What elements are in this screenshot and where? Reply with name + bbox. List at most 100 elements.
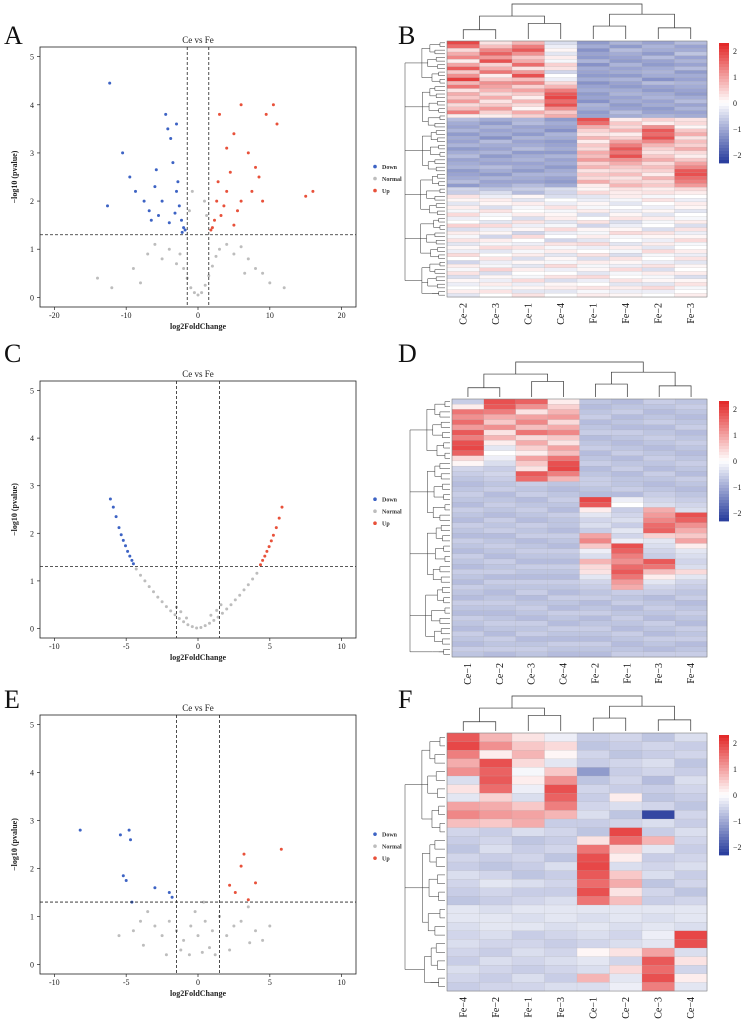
heatmap-cell (675, 491, 708, 498)
colorbar-segment (719, 70, 729, 74)
point-normal (146, 252, 150, 256)
colorbar-segment (719, 852, 729, 856)
colorbar-segment (719, 64, 729, 68)
point-up (239, 103, 243, 107)
heatmap-cell (511, 179, 545, 185)
point-normal (187, 209, 191, 213)
heatmap-cell (446, 110, 480, 115)
heatmap-cell (544, 274, 578, 280)
heatmap-cell (483, 398, 517, 405)
heatmap-cell (544, 223, 578, 228)
colorbar-segment (719, 759, 729, 763)
heatmap-cell (446, 212, 480, 217)
heatmap-cell (643, 435, 676, 441)
point-normal (190, 625, 194, 629)
heatmap-cell (643, 476, 676, 482)
heatmap-cell (641, 179, 675, 185)
heatmap-cell (674, 758, 708, 768)
heatmap-cell (641, 853, 675, 863)
heatmap-cell (579, 558, 612, 565)
colorbar-segment (719, 464, 729, 468)
heatmap-cell (674, 55, 708, 60)
heatmap-cell (579, 476, 612, 482)
point-up (225, 189, 229, 193)
heatmap-cell (609, 234, 643, 239)
heatmap-cell (576, 904, 610, 914)
heatmap-cell (609, 861, 643, 871)
point-normal (261, 938, 265, 942)
legend-label-up: Up (382, 857, 390, 863)
heatmap-cell (511, 930, 545, 940)
heatmap-cell (446, 84, 480, 89)
heatmap-cell (611, 553, 644, 560)
heatmap-cell (451, 548, 485, 555)
y-axis-label: −log10 (pvalue) (10, 818, 19, 871)
heatmap-cell (641, 190, 675, 196)
heatmap-cell (547, 641, 580, 648)
heatmap-cell (609, 103, 643, 108)
heatmap-cell (547, 404, 580, 410)
heatmap-cell (483, 517, 517, 524)
heatmap-cell (544, 827, 578, 837)
colorbar-segment (719, 795, 729, 799)
heatmap-cell (579, 538, 612, 544)
heatmap-cell (675, 641, 708, 648)
heatmap-cell (611, 594, 644, 601)
heatmap-cell (511, 205, 545, 210)
heatmap-cell (576, 88, 610, 93)
heatmap-cell (641, 784, 675, 794)
heatmap-cell (643, 569, 676, 575)
heatmap-cell (544, 293, 578, 298)
heatmap-cell (511, 135, 545, 141)
heatmap-cell (611, 424, 644, 431)
dendrogram-root (511, 3, 643, 17)
heatmap-cell (511, 836, 545, 846)
heatmap-cell (515, 512, 549, 519)
heatmap-cell (609, 810, 643, 820)
heatmap-cell (483, 553, 517, 560)
heatmap-cell (641, 117, 675, 122)
heatmap-cell (547, 424, 580, 431)
heatmap-cell (479, 103, 513, 108)
heatmap-cell (675, 502, 708, 508)
heatmap-cell (674, 260, 708, 265)
point-normal (225, 242, 229, 246)
point-down (142, 199, 146, 203)
heatmap-cell (609, 245, 643, 250)
heatmap-cell (479, 73, 513, 78)
heatmap-cell (479, 271, 513, 276)
heatmap-cell (511, 51, 545, 57)
heatmap-cell (544, 198, 578, 203)
heatmap-cell (609, 70, 643, 75)
colorbar-segment (719, 73, 729, 77)
heatmap-cell (641, 827, 675, 837)
heatmap-cell (451, 460, 485, 467)
heatmap-cell (675, 409, 708, 415)
heatmap-cell (611, 429, 644, 436)
heatmap-cell (483, 569, 517, 575)
heatmap-cell (609, 767, 643, 777)
heatmap-cell (641, 289, 675, 294)
heatmap-cell (674, 121, 708, 126)
colorbar-segment (719, 753, 729, 757)
heatmap-cell (511, 187, 545, 192)
heatmap-cell (609, 260, 643, 265)
colorbar-tick-label: −2 (733, 151, 742, 160)
colorbar-segment (719, 834, 729, 838)
heatmap-cell (609, 293, 643, 298)
heatmap-cell (674, 143, 708, 148)
heatmap-cell (511, 212, 545, 217)
heatmap-cell (544, 887, 578, 897)
heatmap-cell (576, 220, 610, 225)
colorbar-segment (719, 503, 729, 507)
colorbar-segment (719, 798, 729, 802)
point-normal (160, 600, 164, 604)
heatmap-cell (451, 589, 485, 596)
heatmap-cell (515, 558, 549, 565)
heatmap-cell (446, 121, 480, 126)
heatmap-cell (576, 44, 610, 49)
heatmap-cell (675, 429, 708, 436)
heatmap-cell (544, 95, 578, 100)
heatmap-cell (446, 117, 480, 122)
